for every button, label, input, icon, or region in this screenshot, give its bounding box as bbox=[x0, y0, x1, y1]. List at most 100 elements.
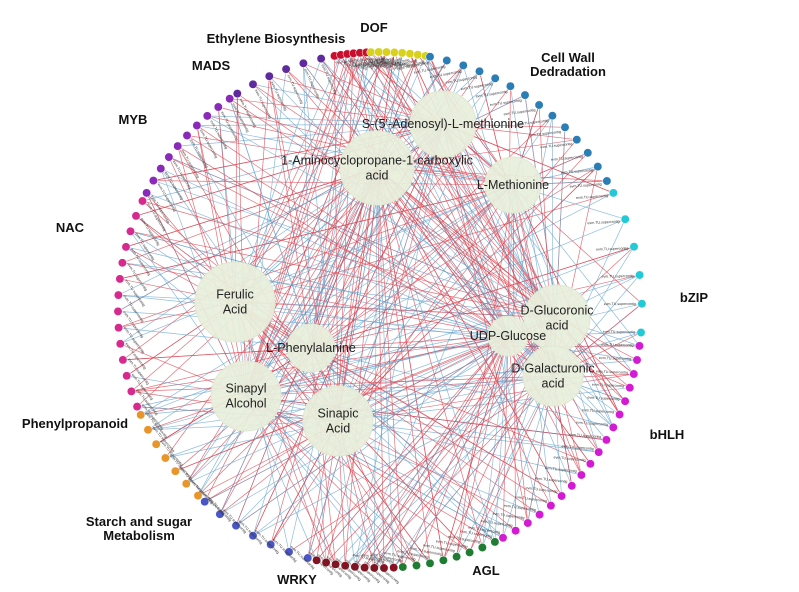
gene-label: evm.TU.supercontig bbox=[254, 89, 272, 119]
gene-node-dot bbox=[398, 562, 408, 572]
hub-circle bbox=[409, 90, 477, 158]
gene-node[interactable]: evm.TU.supercontig bbox=[601, 270, 645, 280]
gene-node[interactable]: evm.TU.supercontig bbox=[596, 242, 639, 252]
correlation-edge bbox=[337, 387, 630, 422]
gene-label: evm.TU.supercontig bbox=[355, 56, 387, 67]
correlation-edge bbox=[207, 115, 444, 125]
gene-node[interactable]: evm.TU.supercontig bbox=[336, 50, 374, 70]
gene-label: evm.TU.supercontig bbox=[592, 383, 624, 388]
gene-node[interactable]: evm.TU.supercontig bbox=[374, 47, 411, 68]
gene-node[interactable]: evm.TU.supercontig bbox=[551, 148, 593, 162]
gene-node-dot bbox=[452, 552, 462, 562]
gene-node[interactable]: evm.TU.supercontig bbox=[436, 539, 475, 557]
gene-node[interactable]: evm.TU.supercontig bbox=[460, 529, 500, 547]
gene-node[interactable]: evm.TU.supercontig bbox=[384, 551, 421, 570]
gene-label: evm.TU.supercontig bbox=[545, 466, 577, 473]
gene-node[interactable]: evm.TU.supercontig bbox=[460, 73, 500, 91]
hub-circle bbox=[484, 156, 542, 214]
gene-node[interactable]: evm.TU.supercontig bbox=[582, 408, 625, 419]
gene-label: evm.TU.supercontig bbox=[384, 551, 416, 562]
gene-node[interactable]: evm.TU.supercontig bbox=[370, 552, 408, 572]
gene-node[interactable]: evm.TU.supercontig bbox=[545, 466, 586, 480]
gene-label: evm.TU.supercontig bbox=[516, 119, 548, 127]
gene-node[interactable]: evm.TU.supercontig bbox=[604, 299, 647, 309]
correlation-edge bbox=[130, 230, 558, 319]
gene-node[interactable]: evm.TU.supercontig bbox=[352, 553, 389, 573]
gene-node[interactable]: evm.TU.supercontig bbox=[413, 56, 452, 75]
gene-node[interactable]: evm.TU.supercontig bbox=[587, 396, 630, 406]
gene-node[interactable]: evm.TU.supercontig bbox=[503, 100, 544, 117]
gene-node[interactable]: evm.TU.supercontig bbox=[561, 162, 603, 175]
gene-node[interactable]: evm.TU.supercontig bbox=[480, 519, 521, 536]
metabolite-hub-phe[interactable]: L-Phenylalanine bbox=[266, 323, 356, 373]
gene-node[interactable]: evm.TU.supercontig bbox=[366, 47, 403, 68]
gene-node[interactable]: evm.TU.supercontig bbox=[490, 90, 530, 107]
gene-node[interactable]: evm.TU.supercontig bbox=[587, 214, 630, 225]
gene-node[interactable]: evm.TU.supercontig bbox=[603, 328, 646, 337]
gene-node[interactable]: evm.TU.supercontig bbox=[410, 546, 448, 565]
gene-node[interactable]: evm.TU.supercontig bbox=[397, 52, 435, 72]
correlation-edge bbox=[252, 375, 554, 537]
gene-label: evm.TU.supercontig bbox=[370, 57, 402, 68]
gene-node[interactable]: evm.TU.supercontig bbox=[561, 444, 604, 457]
gene-label: evm.TU.supercontig bbox=[569, 433, 601, 440]
gene-node[interactable]: evm.TU.supercontig bbox=[540, 135, 582, 150]
gene-node[interactable]: evm.TU.supercontig bbox=[535, 476, 577, 491]
gene-label: evm.TU.supercontig bbox=[503, 108, 535, 116]
correlation-edge bbox=[217, 106, 247, 397]
correlation-edge bbox=[456, 335, 509, 557]
gene-node[interactable]: evm.TU.supercontig bbox=[592, 383, 635, 393]
gene-node[interactable]: evm.TU.supercontig bbox=[596, 369, 639, 379]
hub-circle bbox=[339, 130, 415, 206]
gene-label: evm.TU.supercontig bbox=[352, 553, 384, 564]
correlation-edge bbox=[442, 123, 620, 415]
gene-label: evm.TU.supercontig bbox=[397, 61, 429, 71]
metabolite-hub-met[interactable]: L-Methionine bbox=[477, 156, 549, 214]
correlation-edge bbox=[337, 167, 378, 422]
gene-node[interactable]: evm.TU.supercontig bbox=[525, 486, 567, 501]
gene-label: evm.TU.supercontig bbox=[475, 90, 507, 99]
gene-node[interactable]: evm.TU.supercontig bbox=[569, 433, 611, 445]
gene-node[interactable]: evm.TU.supercontig bbox=[576, 421, 618, 432]
gene-node[interactable]: evm.TU.supercontig bbox=[515, 495, 556, 511]
gene-label: evm.TU.supercontig bbox=[413, 65, 445, 75]
gene-node[interactable]: evm.TU.supercontig bbox=[529, 122, 570, 138]
gene-node[interactable]: evm.TU.supercontig bbox=[362, 553, 399, 573]
gene-node[interactable]: evm.TU.supercontig bbox=[601, 341, 644, 351]
gene-node[interactable]: evm.TU.supercontig bbox=[448, 535, 487, 552]
gene-node[interactable]: evm.TU.supercontig bbox=[475, 81, 515, 99]
gene-node[interactable]: evm.TU.supercontig bbox=[553, 455, 595, 469]
gene-node-dot bbox=[231, 521, 241, 531]
gene-node-dot bbox=[505, 81, 515, 91]
gene-node[interactable]: evm.TU.supercontig bbox=[445, 66, 484, 85]
metabolite-hub-udp[interactable]: UDP-Glucose bbox=[470, 315, 546, 357]
correlation-edge bbox=[252, 123, 444, 536]
gene-node[interactable]: evm.TU.supercontig bbox=[423, 543, 462, 562]
gene-label: evm.TU.supercontig bbox=[335, 60, 367, 71]
correlation-edge bbox=[310, 347, 327, 563]
gene-node[interactable]: evm.TU.supercontig bbox=[570, 176, 612, 189]
gene-node-dot bbox=[113, 290, 123, 300]
gene-node[interactable]: evm.TU.supercontig bbox=[468, 526, 508, 543]
gene-node[interactable]: evm.TU.supercontig bbox=[429, 60, 468, 79]
gene-node[interactable]: evm.TU.supercontig bbox=[516, 111, 557, 127]
gene-node-dot bbox=[122, 371, 132, 381]
gene-node[interactable]: evm.TU.supercontig bbox=[492, 512, 533, 528]
gene-node[interactable]: evm.TU.supercontig bbox=[397, 549, 435, 568]
gene-node[interactable]: evm.TU.supercontig bbox=[599, 355, 642, 365]
gene-node[interactable]: evm.TU.supercontig bbox=[576, 188, 618, 200]
correlation-edge bbox=[354, 184, 514, 567]
gene-node[interactable]: evm.TU.supercontig bbox=[504, 504, 545, 520]
gene-node[interactable]: evm.TU.supercontig bbox=[298, 58, 320, 99]
metabolite-hub-sam[interactable]: S-(5'-Adenosyl)-L-methionine bbox=[362, 90, 524, 158]
gene-node-dot bbox=[312, 555, 322, 565]
gene-node-dot bbox=[625, 383, 635, 393]
correlation-edge bbox=[245, 335, 509, 397]
gene-node-dot bbox=[118, 355, 128, 365]
